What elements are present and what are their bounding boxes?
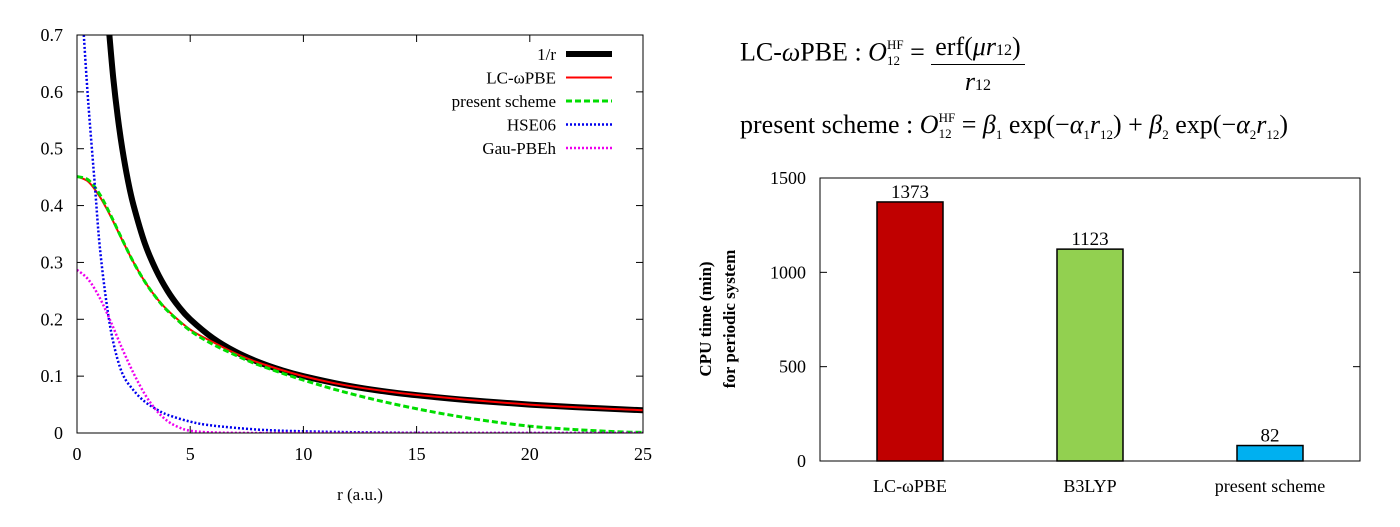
- equation-lc-name: LC-ωPBE: [740, 37, 848, 67]
- line-chart-ytick-label: 0.5: [41, 139, 64, 159]
- bar-0: [876, 201, 944, 462]
- bar-category-label-2: present scheme: [1215, 476, 1325, 496]
- line-chart-ytick-label: 0.7: [41, 25, 64, 45]
- bar-chart-ytick-label: 1000: [770, 262, 806, 282]
- line-chart-ytick-label: 0.1: [41, 366, 64, 386]
- line-series-0: [106, 35, 643, 414]
- bar-category-label-0: LC-ωPBE: [873, 476, 947, 496]
- line-chart-xlabel: r (a.u.): [337, 485, 383, 504]
- line-chart-legend: 1/r LC-ωPBE present scheme HSE06 Gau-PBEh: [452, 45, 612, 158]
- line-chart-xtick-label: 15: [408, 444, 426, 464]
- legend-label-0: 1/r: [537, 45, 556, 64]
- bar-1: [1056, 248, 1124, 462]
- bar-chart-bars: 1373 LC-ωPBE 1123 B3LYP 82 present scheme: [873, 182, 1325, 496]
- bar-chart-ylabel-line2: for periodic system: [720, 250, 739, 389]
- line-series-1: [77, 175, 643, 412]
- line-chart-xtick-label: 0: [73, 444, 82, 464]
- line-chart-xtick-label: 25: [634, 444, 652, 464]
- line-chart: 0 5 10 15 20 25 0 0.1 0.2 0.3 0.4 0.5 0.6 0.7 r (a.u.…: [41, 25, 653, 504]
- line-chart-frame: [76, 34, 644, 434]
- line-chart-ytick-label: 0.3: [41, 252, 64, 272]
- line-chart-xtick-label: 5: [186, 444, 195, 464]
- legend-label-3: HSE06: [507, 116, 556, 135]
- line-chart-ytick-label: 0.2: [41, 309, 64, 329]
- bar-chart: 0 500 1000 1500 1373 LC-ωPBE 1123 B3LYP 82 prese…: [696, 168, 1361, 496]
- bar-category-label-1: B3LYP: [1063, 476, 1116, 496]
- legend-label-4: Gau-PBEh: [482, 139, 556, 158]
- equation-lc-wpbe: LC-ωPBE : O HF 12 = erf(μr12) r12: [740, 22, 1025, 96]
- bar-value-label-1: 1123: [1071, 229, 1108, 250]
- equation-present-scheme: present scheme : O HF 12 = β1 exp(−α1r12) …: [740, 109, 1289, 143]
- line-series-2: [77, 175, 643, 433]
- line-series-3: [82, 35, 643, 433]
- line-chart-axes: 0 5 10 15 20 25 0 0.1 0.2 0.3 0.4 0.5 0.6 0.7: [41, 25, 653, 464]
- bar-chart-ytick-label: 0: [797, 451, 806, 471]
- line-chart-xtick-label: 20: [521, 444, 539, 464]
- line-chart-ytick-label: 0.6: [41, 82, 64, 102]
- bar-2: [1236, 444, 1304, 462]
- line-chart-ytick-label: 0: [54, 423, 63, 443]
- legend-label-1: LC-ωPBE: [486, 69, 556, 88]
- bar-chart-ytick-label: 1500: [770, 168, 806, 188]
- bar-value-label-2: 82: [1261, 426, 1280, 447]
- bar-chart-ylabel-line1: CPU time (min): [696, 261, 715, 376]
- bar-chart-ytick-label: 500: [779, 357, 806, 377]
- bar-value-label-0: 1373: [891, 182, 929, 203]
- line-chart-curves: [77, 35, 643, 433]
- bar-chart-axes: 0 500 1000 1500: [770, 168, 1360, 471]
- line-chart-ytick-label: 0.4: [41, 196, 64, 216]
- legend-label-2: present scheme: [452, 92, 556, 111]
- equation-lc-fraction: erf(μr12) r12: [931, 32, 1025, 97]
- line-chart-xtick-label: 10: [294, 444, 312, 464]
